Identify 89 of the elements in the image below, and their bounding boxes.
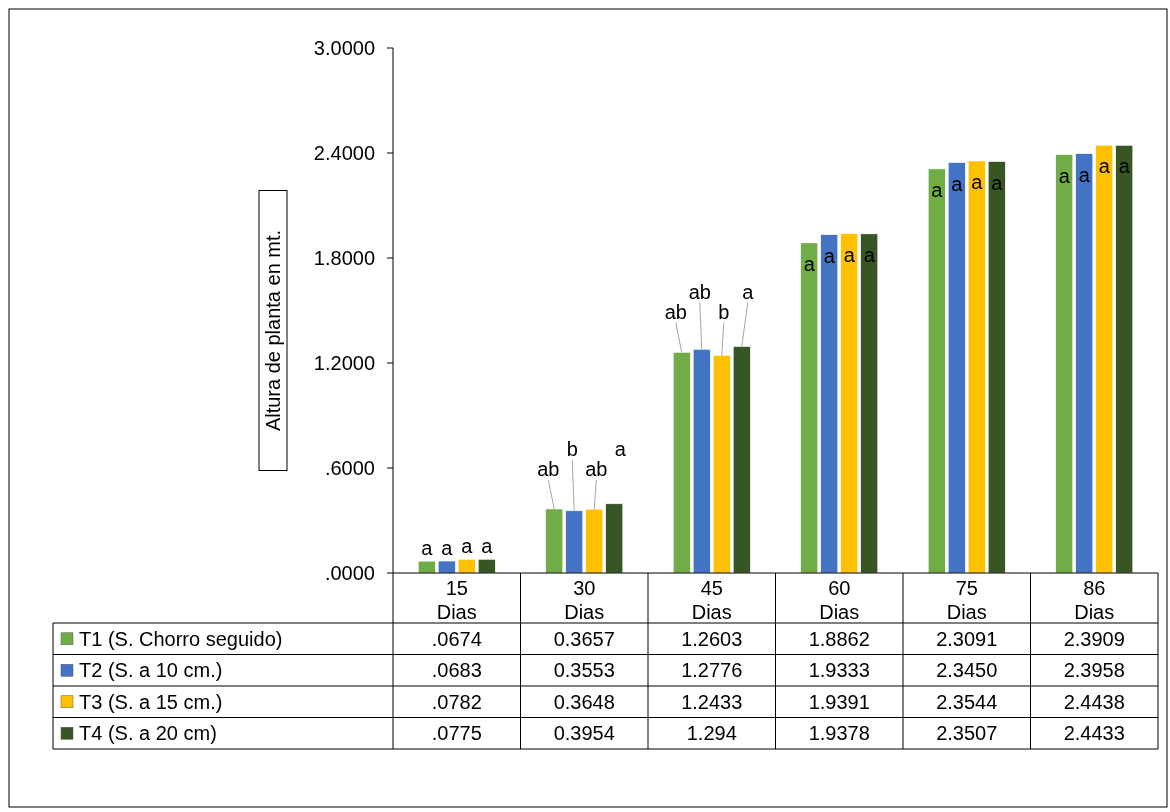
data-label: 1.9378 [808, 722, 870, 745]
annotation: ab [688, 280, 711, 303]
annotation: a [421, 537, 434, 560]
x-tick-label: 30 Dias [564, 577, 605, 623]
data-label: 2.3909 [1063, 627, 1125, 650]
data-label: 0.3657 [553, 627, 615, 650]
bar [1055, 154, 1073, 574]
annotation: a [1118, 155, 1131, 178]
legend-label: T2 (S. a 10 cm.) [79, 659, 223, 682]
annotation: a [971, 170, 984, 193]
data-label: 1.2433 [681, 690, 743, 713]
bar [968, 160, 986, 574]
bar [478, 559, 496, 574]
x-tick-label: 60 Dias [819, 577, 860, 623]
data-label: 2.3507 [936, 722, 998, 745]
bar [860, 233, 878, 574]
data-label: 1.2603 [681, 627, 743, 650]
data-label: 1.9391 [808, 690, 870, 713]
data-label: 2.3544 [936, 690, 998, 713]
bar [713, 355, 731, 574]
bar [928, 168, 946, 574]
bar [438, 560, 456, 574]
data-label: 2.4433 [1063, 722, 1125, 745]
annotation: a [931, 178, 944, 201]
bar [840, 233, 858, 574]
data-label: 0.3954 [553, 722, 615, 745]
data-label: 0.3553 [553, 659, 615, 682]
annotation: a [481, 535, 494, 558]
legend-label: T1 (S. Chorro seguido) [79, 627, 283, 650]
annotation: b [566, 437, 578, 460]
annotation: a [803, 252, 816, 275]
bar [605, 503, 623, 574]
bar [458, 559, 476, 574]
annotation: ab [585, 457, 608, 480]
annotation: a [1078, 163, 1091, 186]
bar [948, 162, 966, 574]
y-tick-label: 1.8000 [313, 247, 375, 269]
data-label: 1.9333 [808, 659, 870, 682]
bar [988, 161, 1006, 574]
bar [545, 508, 563, 574]
annotation: a [843, 243, 856, 266]
data-label: .0782 [431, 690, 482, 713]
data-label: 1.294 [686, 722, 737, 745]
data-label: 0.3648 [553, 690, 615, 713]
x-tick-label: 15 Dias [436, 577, 477, 623]
annotation: a [1058, 164, 1071, 187]
bar [693, 349, 711, 574]
annotation: a [991, 171, 1004, 194]
annotation: a [823, 244, 836, 267]
data-label: 2.3091 [936, 627, 998, 650]
data-label: .0775 [431, 722, 482, 745]
y-tick-label: 2.4000 [313, 142, 375, 164]
bar [418, 560, 436, 574]
annotation: a [614, 437, 627, 460]
bar [565, 510, 583, 574]
data-label: .0674 [431, 627, 482, 650]
y-axis-title: Altura de planta en mt. [262, 229, 284, 432]
annotation: a [863, 243, 876, 266]
annotation: ab [537, 457, 560, 480]
x-tick-label: 75 Dias [946, 577, 987, 623]
bar [820, 234, 838, 574]
legend-label: T4 (S. a 20 cm) [79, 722, 217, 745]
x-tick-label: 86 Dias [1074, 577, 1115, 623]
annotation: a [951, 172, 964, 195]
bar [673, 352, 691, 574]
data-label: .0683 [431, 659, 482, 682]
bar [733, 346, 751, 574]
data-label: 2.3958 [1063, 659, 1125, 682]
bar [585, 508, 603, 574]
bar [1075, 153, 1093, 574]
annotation: a [1098, 155, 1111, 178]
data-label: 1.2776 [681, 659, 743, 682]
x-tick-label: 45 Dias [691, 577, 732, 623]
bar [1115, 145, 1133, 574]
annotation: b [718, 300, 730, 323]
data-label: 1.8862 [808, 627, 870, 650]
bar [800, 242, 818, 574]
annotation: a [461, 535, 474, 558]
annotation: ab [664, 300, 687, 323]
legend-label: T3 (S. a 15 cm.) [79, 690, 223, 713]
y-tick-label: .0000 [324, 562, 375, 584]
data-label: 2.4438 [1063, 690, 1125, 713]
annotation: a [441, 537, 454, 560]
y-tick-label: .6000 [324, 457, 375, 479]
y-tick-label: 1.2000 [313, 352, 375, 374]
annotation: a [742, 280, 755, 303]
bar [1095, 145, 1113, 574]
data-label: 2.3450 [936, 659, 998, 682]
y-tick-label: 3.0000 [313, 37, 375, 59]
